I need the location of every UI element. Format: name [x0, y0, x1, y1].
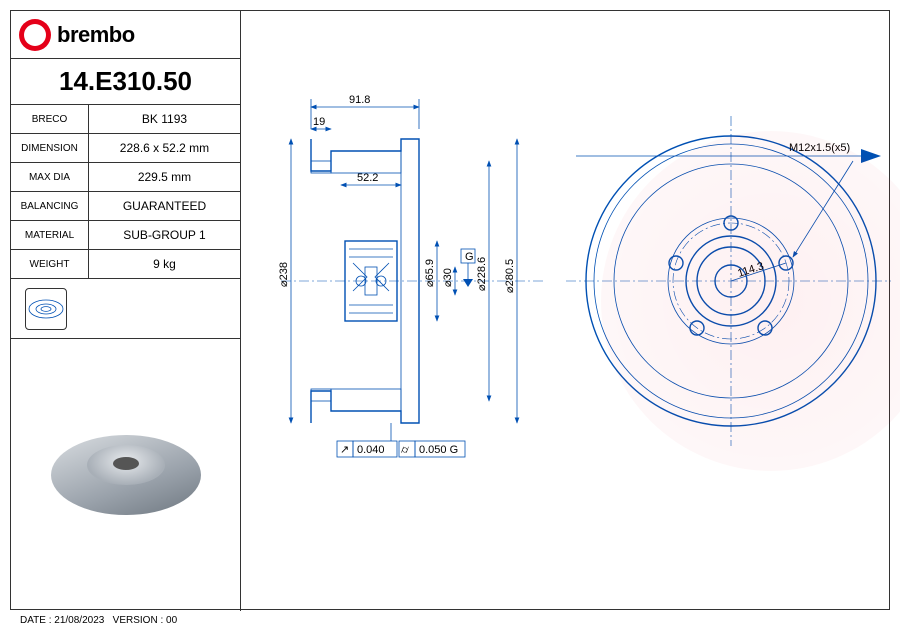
spec-label: BRECO — [11, 105, 89, 133]
logo-band: brembo — [11, 11, 241, 59]
datum-g: G — [465, 251, 474, 263]
brembo-logo-icon — [19, 19, 51, 51]
drum-render-icon — [51, 435, 201, 515]
spec-label: DIMENSION — [11, 134, 89, 162]
footer-date: 21/08/2023 — [54, 615, 104, 626]
dim-d2805: ⌀280.5 — [504, 259, 516, 293]
footer-version-label: VERSION : — [113, 615, 164, 626]
spec-value: GUARANTEED — [89, 192, 240, 220]
spec-label: MATERIAL — [11, 221, 89, 249]
footer: DATE : 21/08/2023 VERSION : 00 — [20, 615, 177, 626]
dim-d30: ⌀30 — [442, 268, 454, 287]
dim-d238: ⌀238 — [278, 262, 290, 287]
table-row: DIMENSION228.6 x 52.2 mm — [11, 134, 240, 163]
footer-version: 00 — [166, 615, 177, 626]
table-row: MAX DIA229.5 mm — [11, 163, 240, 192]
svg-text:0.040: 0.040 — [357, 444, 385, 456]
gdt-cyl: ⌭ 0.050 G — [399, 441, 465, 457]
table-row: BRECOBK 1193 — [11, 105, 240, 134]
render-preview — [11, 339, 241, 611]
technical-drawing: 114.3 M12x1.5(x5) — [241, 11, 891, 611]
spec-value: SUB-GROUP 1 — [89, 221, 240, 249]
bearing-callout — [11, 279, 241, 339]
part-number: 14.E310.50 — [11, 59, 241, 105]
dim-d2286: ⌀228.6 — [476, 257, 488, 291]
dim-flange: 19 — [313, 116, 325, 128]
spec-value: 228.6 x 52.2 mm — [89, 134, 240, 162]
table-row: MATERIALSUB-GROUP 1 — [11, 221, 240, 250]
gdt-runout: ↗ 0.040 — [337, 441, 397, 457]
svg-text:↗: ↗ — [340, 444, 349, 456]
dim-width: 91.8 — [349, 94, 370, 106]
dim-d659: ⌀65.9 — [424, 259, 436, 287]
spec-value: 9 kg — [89, 250, 240, 278]
svg-text:⌭: ⌭ — [401, 444, 409, 456]
table-row: BALANCINGGUARANTEED — [11, 192, 240, 221]
bearing-icon — [25, 288, 67, 330]
spec-label: MAX DIA — [11, 163, 89, 191]
specs-table: BRECOBK 1193 DIMENSION228.6 x 52.2 mm MA… — [11, 105, 241, 279]
dim-inside: 52.2 — [357, 172, 378, 184]
spec-label: WEIGHT — [11, 250, 89, 278]
spec-value: 229.5 mm — [89, 163, 240, 191]
brand-name: brembo — [57, 22, 135, 48]
footer-date-label: DATE : — [20, 615, 51, 626]
svg-text:0.050 G: 0.050 G — [419, 444, 458, 456]
spec-value: BK 1193 — [89, 105, 240, 133]
section-view: 91.8 19 52.2 ⌀238 ⌀65.9 ⌀30 ⌀228.6 ⌀280.… — [278, 94, 546, 457]
drawing-frame: brembo 14.E310.50 BRECOBK 1193 DIMENSION… — [10, 10, 890, 610]
spec-label: BALANCING — [11, 192, 89, 220]
table-row: WEIGHT9 kg — [11, 250, 240, 279]
